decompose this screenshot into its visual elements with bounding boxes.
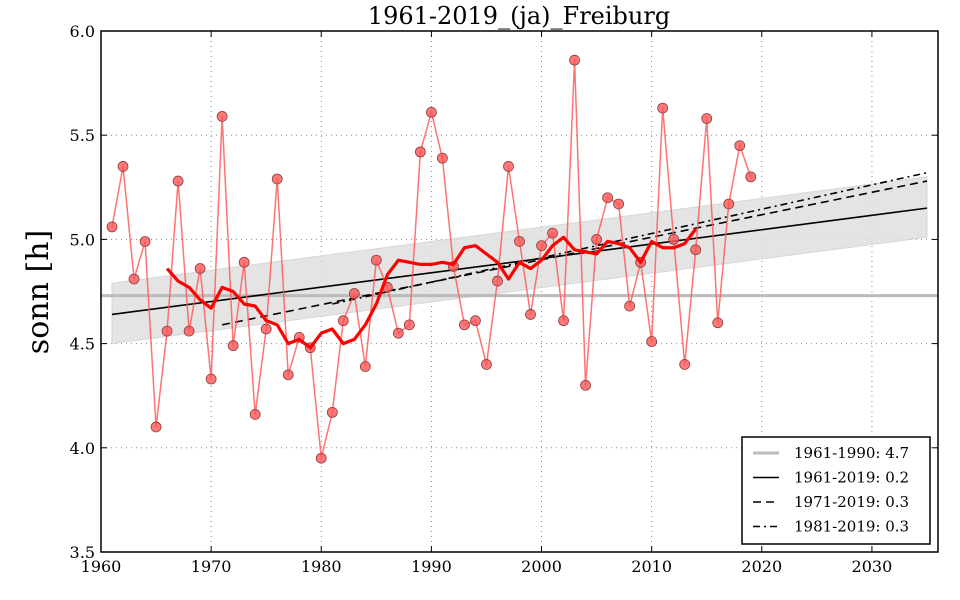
- data-point: [271, 173, 283, 185]
- x-axis-ticks: 1960 1970 1980 1990 2000 2010 2020 2030: [81, 31, 893, 576]
- chart-title: 1961-2019_(ja)_Freiburg: [368, 2, 670, 30]
- observed-series-group: [106, 54, 757, 464]
- data-point: [326, 406, 338, 418]
- data-point: [414, 146, 426, 158]
- data-point: [536, 240, 547, 252]
- y-tick-label: 5.5: [70, 126, 95, 145]
- data-point: [514, 236, 525, 247]
- x-tick-label: 1990: [411, 557, 452, 576]
- data-point: [690, 244, 702, 256]
- x-tick-label: 2020: [741, 557, 782, 576]
- data-point: [337, 315, 349, 327]
- y-tick-label: 4.5: [70, 335, 95, 354]
- data-point: [183, 325, 195, 337]
- data-point: [470, 315, 481, 327]
- data-point: [359, 361, 371, 372]
- data-point: [117, 161, 129, 172]
- data-point: [624, 300, 636, 312]
- data-point: [150, 421, 162, 433]
- data-point: [194, 263, 206, 274]
- data-point: [657, 102, 669, 114]
- x-tick-label: 1980: [301, 557, 342, 576]
- trend-line-dashed: [221, 180, 928, 326]
- data-point: [128, 273, 140, 285]
- data-point: [492, 275, 503, 287]
- data-point: [106, 221, 118, 233]
- plot-frame: [100, 30, 939, 553]
- data-point: [712, 317, 724, 329]
- data-point: [734, 140, 746, 152]
- legend: 1961-1990: 4.7 1961-2019: 0.2 1971-2019: 0…: [741, 436, 931, 545]
- data-point: [227, 340, 239, 352]
- data-point: [459, 319, 470, 331]
- data-point: [503, 161, 514, 172]
- data-point: [216, 111, 228, 122]
- data-point: [569, 54, 580, 66]
- legend-label: 1961-2019: 0.2: [794, 469, 909, 487]
- data-point: [547, 227, 558, 239]
- x-tick-label: 2000: [521, 557, 562, 576]
- data-point: [161, 325, 173, 337]
- data-point: [249, 409, 261, 420]
- data-point: [139, 236, 151, 247]
- data-point: [580, 379, 591, 391]
- y-axis-ticks: 3.5 4.0 4.5 5.0 5.5 6.0: [70, 22, 938, 562]
- x-tick-label: 2030: [852, 557, 893, 576]
- legend-label: 1961-1990: 4.7: [794, 444, 909, 462]
- data-point: [723, 198, 735, 210]
- legend-label: 1981-2019: 0.3: [794, 518, 909, 536]
- x-tick-label: 2010: [631, 557, 672, 576]
- data-point: [745, 171, 757, 183]
- data-point: [392, 327, 404, 339]
- data-point: [646, 336, 658, 347]
- data-point: [613, 198, 625, 210]
- data-point: [668, 233, 680, 245]
- data-point: [558, 315, 569, 327]
- x-tick-label: 1960: [81, 557, 122, 576]
- data-point: [238, 256, 250, 268]
- axes: [100, 30, 939, 553]
- data-point: [481, 359, 492, 370]
- data-point: [591, 233, 602, 245]
- legend-label: 1971-2019: 0.3: [794, 493, 909, 511]
- data-point: [348, 288, 360, 299]
- y-tick-label: 5.0: [70, 230, 95, 249]
- x-tick-label: 1970: [191, 557, 232, 576]
- y-tick-label: 6.0: [70, 22, 95, 41]
- moving-average-line: [165, 228, 697, 350]
- data-point: [701, 113, 713, 124]
- moving-average-group: [165, 228, 697, 350]
- data-point: [437, 152, 448, 164]
- y-axis-label: sonn [h]: [21, 230, 56, 354]
- y-tick-label: 3.5: [70, 543, 95, 562]
- data-point: [403, 319, 415, 331]
- confidence-band-group: [111, 176, 928, 345]
- confidence-band: [111, 176, 928, 345]
- data-point: [525, 309, 536, 320]
- data-point: [282, 369, 294, 381]
- data-point: [370, 254, 382, 266]
- y-tick-label: 4.0: [70, 439, 95, 458]
- data-point: [260, 323, 272, 335]
- data-point: [315, 452, 327, 464]
- data-point: [172, 175, 184, 187]
- data-point: [205, 373, 217, 385]
- data-point: [602, 192, 614, 204]
- data-point: [425, 106, 437, 118]
- data-point: [679, 359, 691, 370]
